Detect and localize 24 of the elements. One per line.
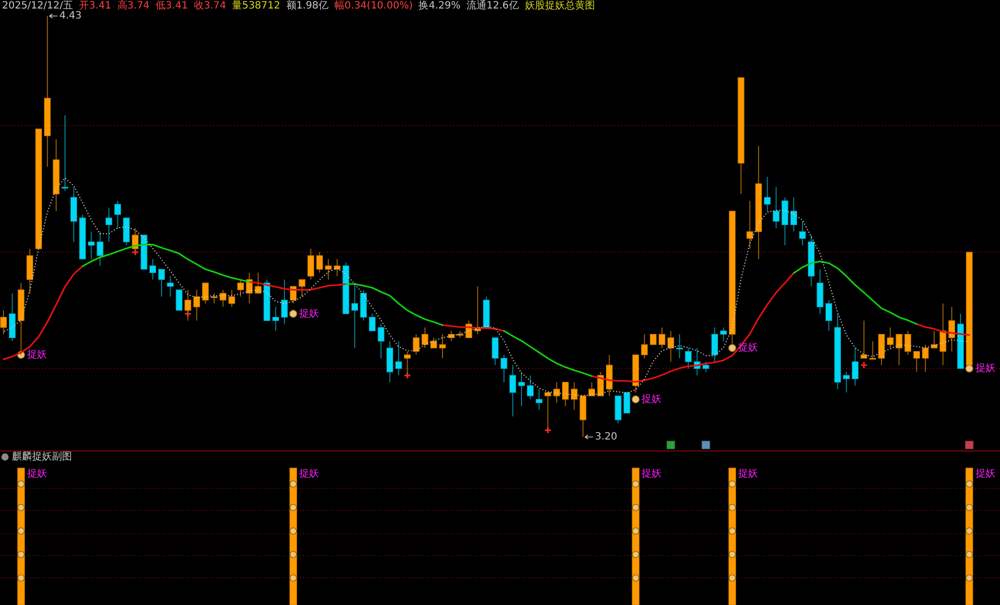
header: 高3.74 [117,0,150,12]
annotation: 捉妖 [975,468,996,480]
header: 幅0.34(10.00%) [334,0,413,12]
annotation: 捉妖 [299,468,320,480]
header: 量538712 [232,0,280,12]
header: 妖股捉妖总黄图 [524,0,595,12]
header: 额1.98亿 [286,0,329,12]
data-label: 捉妖 [738,342,758,354]
data-label: 捉妖 [27,349,48,360]
annotation: 捉妖 [738,468,758,480]
data-label: 4.43 [59,10,82,22]
header: 收3.74 [194,0,226,12]
data-label: 3.20 [594,432,618,442]
annotation: 捉妖 [642,468,662,480]
header: 低3.41 [156,0,188,12]
title: 麒麟捉妖副图 [12,452,72,462]
annotation: 捉妖 [27,468,48,480]
header: 2025/12/12/五 [2,0,74,12]
data-label: 捉妖 [642,394,662,405]
header: 开3.41 [79,0,112,12]
data-label: 捉妖 [975,363,996,374]
data-label: 捉妖 [299,308,320,320]
header: 换4.29% [418,0,461,12]
header: 流通12.6亿 [466,0,519,12]
